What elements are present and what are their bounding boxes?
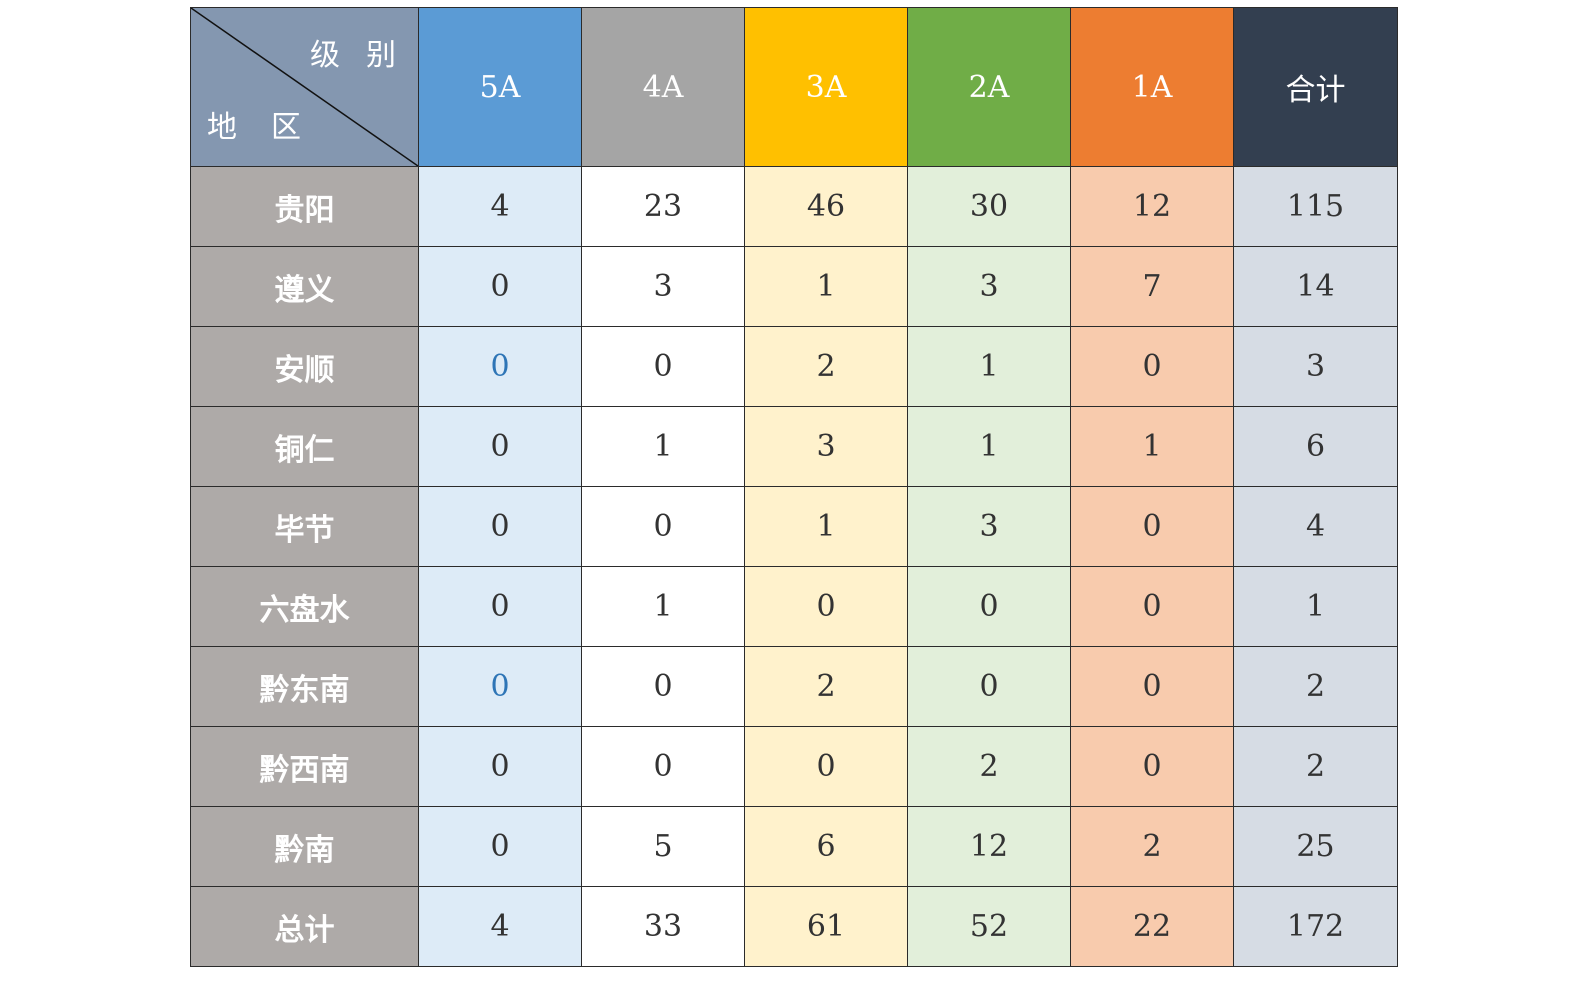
value-cell: 6 xyxy=(744,806,908,887)
value-cell: 0 xyxy=(581,726,745,807)
value-cell: 0 xyxy=(1070,326,1234,407)
value-cell: 1 xyxy=(744,246,908,327)
value-cell: 2 xyxy=(1070,806,1234,887)
value-cell: 4 xyxy=(418,166,582,247)
value-cell: 52 xyxy=(907,886,1071,967)
region-cell: 贵阳 xyxy=(190,166,419,247)
value-cell: 1 xyxy=(1070,406,1234,487)
region-cell: 毕节 xyxy=(190,486,419,567)
region-cell: 总计 xyxy=(190,886,419,967)
corner-row-caption: 地区 xyxy=(207,110,335,145)
value-cell: 3 xyxy=(907,246,1071,327)
corner-column-caption: 级别 xyxy=(310,38,422,73)
value-cell: 0 xyxy=(581,326,745,407)
column-header-0: 5A xyxy=(418,7,582,167)
value-cell: 0 xyxy=(418,326,582,407)
value-cell: 12 xyxy=(907,806,1071,887)
region-cell: 黔南 xyxy=(190,806,419,887)
column-header-3: 2A xyxy=(907,7,1071,167)
value-cell: 33 xyxy=(581,886,745,967)
value-cell: 0 xyxy=(418,406,582,487)
value-cell: 0 xyxy=(1070,566,1234,647)
value-cell: 1 xyxy=(744,486,908,567)
value-cell: 12 xyxy=(1070,166,1234,247)
region-cell: 黔西南 xyxy=(190,726,419,807)
value-cell: 2 xyxy=(1233,646,1398,727)
value-cell: 1 xyxy=(907,406,1071,487)
value-cell: 3 xyxy=(907,486,1071,567)
value-cell: 115 xyxy=(1233,166,1398,247)
value-cell: 0 xyxy=(744,566,908,647)
value-cell: 0 xyxy=(1070,486,1234,567)
region-cell: 黔东南 xyxy=(190,646,419,727)
value-cell: 1 xyxy=(581,566,745,647)
value-cell: 3 xyxy=(581,246,745,327)
value-cell: 23 xyxy=(581,166,745,247)
value-cell: 172 xyxy=(1233,886,1398,967)
column-header-2: 3A xyxy=(744,7,908,167)
value-cell: 0 xyxy=(418,806,582,887)
value-cell: 0 xyxy=(581,486,745,567)
value-cell: 7 xyxy=(1070,246,1234,327)
value-cell: 0 xyxy=(581,646,745,727)
value-cell: 2 xyxy=(744,646,908,727)
value-cell: 5 xyxy=(581,806,745,887)
value-cell: 14 xyxy=(1233,246,1398,327)
header-row: 级别 地区 5A 4A 3A 2A 1A 合计 xyxy=(190,7,1398,167)
value-cell: 0 xyxy=(418,246,582,327)
value-cell: 2 xyxy=(907,726,1071,807)
value-cell: 4 xyxy=(418,886,582,967)
value-cell: 2 xyxy=(1233,726,1398,807)
value-cell: 46 xyxy=(744,166,908,247)
table-row: 六盘水 0 1 0 0 0 1 xyxy=(190,566,1398,647)
table-row: 遵义 0 3 1 3 7 14 xyxy=(190,246,1398,327)
value-cell: 0 xyxy=(1070,726,1234,807)
table-row: 铜仁 0 1 3 1 1 6 xyxy=(190,406,1398,487)
table-row: 贵阳 4 23 46 30 12 115 xyxy=(190,166,1398,247)
value-cell: 22 xyxy=(1070,886,1234,967)
diagonal-divider xyxy=(191,8,418,166)
region-cell: 六盘水 xyxy=(190,566,419,647)
value-cell: 2 xyxy=(744,326,908,407)
scenic-area-table: 级别 地区 5A 4A 3A 2A 1A 合计 贵阳 4 23 46 30 12 115 遵义 0 3 1 3 7… xyxy=(190,7,1398,967)
value-cell: 25 xyxy=(1233,806,1398,887)
corner-header-cell: 级别 地区 xyxy=(190,7,422,167)
value-cell: 0 xyxy=(744,726,908,807)
value-cell: 0 xyxy=(418,726,582,807)
value-cell: 3 xyxy=(1233,326,1398,407)
value-cell: 4 xyxy=(1233,486,1398,567)
table-body: 贵阳 4 23 46 30 12 115 遵义 0 3 1 3 7 14 安顺 0 0 2 1 0 3 铜仁 0 1 3 1 1 6 毕… xyxy=(190,166,1398,967)
column-header-4: 1A xyxy=(1070,7,1234,167)
value-cell: 0 xyxy=(907,566,1071,647)
table-row: 黔西南 0 0 0 2 0 2 xyxy=(190,726,1398,807)
region-cell: 安顺 xyxy=(190,326,419,407)
value-cell: 0 xyxy=(418,646,582,727)
column-header-5: 合计 xyxy=(1233,7,1398,167)
region-cell: 铜仁 xyxy=(190,406,419,487)
value-cell: 30 xyxy=(907,166,1071,247)
table-row: 毕节 0 0 1 3 0 4 xyxy=(190,486,1398,567)
value-cell: 1 xyxy=(1233,566,1398,647)
table-row: 黔东南 0 0 2 0 0 2 xyxy=(190,646,1398,727)
value-cell: 0 xyxy=(418,566,582,647)
table-row: 总计 4 33 61 52 22 172 xyxy=(190,886,1398,967)
table-row: 黔南 0 5 6 12 2 25 xyxy=(190,806,1398,887)
value-cell: 0 xyxy=(907,646,1071,727)
column-header-1: 4A xyxy=(581,7,745,167)
value-cell: 1 xyxy=(581,406,745,487)
value-cell: 0 xyxy=(1070,646,1234,727)
table-row: 安顺 0 0 2 1 0 3 xyxy=(190,326,1398,407)
value-cell: 3 xyxy=(744,406,908,487)
value-cell: 61 xyxy=(744,886,908,967)
region-cell: 遵义 xyxy=(190,246,419,327)
value-cell: 0 xyxy=(418,486,582,567)
value-cell: 1 xyxy=(907,326,1071,407)
value-cell: 6 xyxy=(1233,406,1398,487)
